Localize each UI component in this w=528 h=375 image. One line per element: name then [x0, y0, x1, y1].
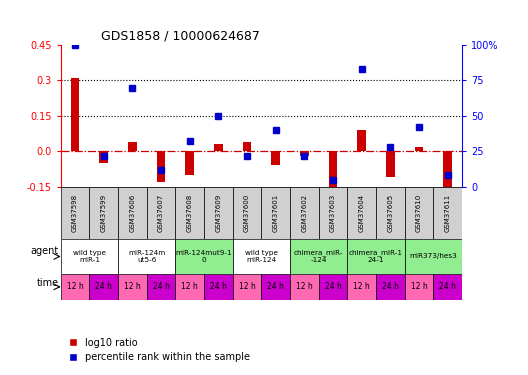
Bar: [271, 151, 280, 165]
Bar: [89, 274, 118, 300]
Bar: [128, 142, 137, 151]
Text: 12 h: 12 h: [124, 282, 141, 291]
Text: GSM37607: GSM37607: [158, 194, 164, 232]
Text: 24 h: 24 h: [382, 282, 399, 291]
Bar: [319, 274, 347, 300]
Bar: [157, 151, 165, 182]
Bar: [175, 239, 233, 274]
Bar: [71, 78, 79, 151]
Bar: [404, 187, 433, 239]
Bar: [386, 151, 394, 177]
Bar: [347, 274, 376, 300]
Bar: [300, 151, 309, 156]
Text: 12 h: 12 h: [239, 282, 256, 291]
Text: GSM37602: GSM37602: [301, 194, 307, 232]
Text: GSM37605: GSM37605: [388, 194, 393, 232]
Text: 12 h: 12 h: [181, 282, 198, 291]
Text: 24 h: 24 h: [210, 282, 227, 291]
Text: GSM37603: GSM37603: [330, 194, 336, 232]
Bar: [61, 239, 118, 274]
Bar: [290, 274, 319, 300]
Bar: [204, 274, 233, 300]
Bar: [118, 274, 147, 300]
Bar: [204, 187, 233, 239]
Bar: [433, 187, 462, 239]
Text: 12 h: 12 h: [411, 282, 427, 291]
Text: GSM37611: GSM37611: [445, 194, 451, 232]
Bar: [175, 274, 204, 300]
Text: 24 h: 24 h: [95, 282, 112, 291]
Bar: [61, 274, 89, 300]
Bar: [376, 187, 404, 239]
Bar: [61, 187, 89, 239]
Text: chimera_miR-
-124: chimera_miR- -124: [294, 250, 343, 263]
Bar: [243, 142, 251, 151]
Bar: [185, 151, 194, 175]
Bar: [175, 187, 204, 239]
Text: GSM37600: GSM37600: [244, 194, 250, 232]
Bar: [404, 274, 433, 300]
Bar: [118, 239, 175, 274]
Text: GSM37610: GSM37610: [416, 194, 422, 232]
Text: wild type
miR-1: wild type miR-1: [73, 250, 106, 263]
Bar: [147, 187, 175, 239]
Text: miR373/hes3: miR373/hes3: [409, 254, 457, 260]
Bar: [99, 151, 108, 163]
Text: 24 h: 24 h: [439, 282, 456, 291]
Bar: [214, 144, 223, 151]
Text: GSM37599: GSM37599: [101, 194, 107, 232]
Bar: [147, 274, 175, 300]
Text: chimera_miR-1
24-1: chimera_miR-1 24-1: [349, 250, 403, 263]
Text: GSM37598: GSM37598: [72, 194, 78, 232]
Text: GSM37608: GSM37608: [187, 194, 193, 232]
Text: 12 h: 12 h: [353, 282, 370, 291]
Bar: [329, 151, 337, 196]
Text: agent: agent: [30, 246, 59, 256]
Bar: [376, 274, 404, 300]
Bar: [290, 239, 347, 274]
Bar: [414, 147, 423, 151]
Bar: [118, 187, 147, 239]
Bar: [433, 274, 462, 300]
Bar: [357, 130, 366, 151]
Bar: [233, 187, 261, 239]
Text: GSM37601: GSM37601: [272, 194, 279, 232]
Legend: log10 ratio, percentile rank within the sample: log10 ratio, percentile rank within the …: [65, 334, 254, 366]
Text: GSM37604: GSM37604: [359, 194, 365, 232]
Bar: [89, 187, 118, 239]
Bar: [261, 187, 290, 239]
Text: time: time: [36, 278, 59, 288]
Text: 24 h: 24 h: [153, 282, 169, 291]
Text: 12 h: 12 h: [296, 282, 313, 291]
Text: miR-124mut9-1
0: miR-124mut9-1 0: [176, 250, 232, 263]
Text: 12 h: 12 h: [67, 282, 83, 291]
Text: 24 h: 24 h: [267, 282, 284, 291]
Text: 24 h: 24 h: [325, 282, 342, 291]
Bar: [347, 239, 404, 274]
Text: GSM37609: GSM37609: [215, 194, 221, 232]
Text: wild type
miR-124: wild type miR-124: [245, 250, 278, 263]
Bar: [347, 187, 376, 239]
Text: miR-124m
ut5-6: miR-124m ut5-6: [128, 250, 165, 263]
Text: GDS1858 / 10000624687: GDS1858 / 10000624687: [101, 30, 260, 42]
Bar: [290, 187, 319, 239]
Bar: [319, 187, 347, 239]
Text: GSM37606: GSM37606: [129, 194, 135, 232]
Bar: [233, 274, 261, 300]
Bar: [233, 239, 290, 274]
Bar: [404, 239, 462, 274]
Bar: [261, 274, 290, 300]
Bar: [444, 151, 452, 191]
